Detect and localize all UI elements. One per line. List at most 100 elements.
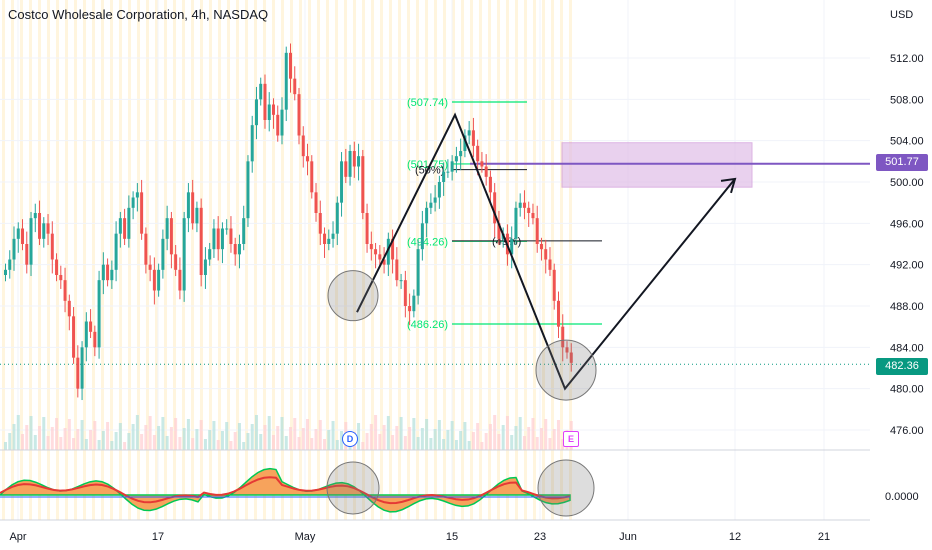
candle-body <box>267 104 271 120</box>
volume-bar <box>335 440 339 450</box>
candle-body <box>101 264 105 281</box>
target-zone <box>561 142 753 188</box>
volume-bar <box>527 427 531 450</box>
price-tick-label: 508.00 <box>890 94 924 106</box>
candle-body <box>437 182 441 198</box>
volume-bar <box>331 421 335 450</box>
candle-body <box>327 238 331 244</box>
candle-body <box>225 228 229 230</box>
volume-bar <box>21 434 25 450</box>
candle-body <box>97 280 101 348</box>
volume-bar <box>8 433 12 450</box>
session-stripe <box>335 0 338 520</box>
candle-body <box>488 176 492 193</box>
candle-body <box>208 249 212 260</box>
session-stripe <box>551 0 554 520</box>
candle-body <box>420 223 424 250</box>
chart-title: Costco Wholesale Corporation, 4h, NASDAQ <box>8 7 269 22</box>
session-stripe <box>281 0 284 520</box>
volume-bar <box>182 428 186 450</box>
session-stripe <box>218 0 221 520</box>
candle-body <box>416 249 420 296</box>
candle-body <box>135 192 139 198</box>
harmonic-pattern <box>327 112 737 401</box>
volume-bar <box>510 435 514 450</box>
price-tick-label: 512.00 <box>890 53 924 65</box>
candle-body <box>63 280 67 301</box>
candle-body <box>531 213 535 219</box>
session-stripe <box>74 0 77 520</box>
volume-bar <box>442 439 446 450</box>
volume-bar <box>361 442 365 450</box>
session-stripe <box>407 0 410 520</box>
candle-body <box>352 151 356 167</box>
volume-bar <box>484 433 488 450</box>
volume-bar <box>454 440 458 450</box>
candle-body <box>552 269 556 301</box>
candle-body <box>289 52 292 79</box>
fib-level-label: (486.26) <box>407 319 448 331</box>
volume-bar <box>220 431 224 450</box>
session-stripe <box>443 0 446 520</box>
volume-bar <box>127 433 131 450</box>
volume-bar <box>157 426 161 450</box>
volume-bar <box>237 423 241 450</box>
indicator-circle <box>326 461 380 515</box>
target-zone-layer <box>0 142 870 365</box>
candle-body <box>412 295 416 312</box>
volume-bar <box>391 435 395 450</box>
candle-body <box>539 244 543 250</box>
earnings-event-icon[interactable]: E <box>563 431 579 447</box>
volume-bar <box>429 438 433 450</box>
candle-body <box>144 233 148 265</box>
volume-bar <box>374 415 378 450</box>
price-tick-label: 476.00 <box>890 425 924 437</box>
candle-body <box>335 202 339 234</box>
volume-bar <box>152 435 156 450</box>
currency-label[interactable]: USD <box>890 9 914 21</box>
volume-bar <box>514 426 518 450</box>
time-tick-label: 21 <box>818 531 830 543</box>
candle-body <box>348 151 352 177</box>
session-stripe <box>137 0 140 520</box>
candle-body <box>293 78 297 95</box>
session-stripe <box>488 0 491 520</box>
volume-bar <box>306 419 310 450</box>
candle-body <box>8 259 12 270</box>
session-stripe <box>497 0 500 520</box>
target-price-tag: 501.77 <box>876 154 928 171</box>
time-tick-label: 17 <box>152 531 164 543</box>
candle-body <box>527 207 531 213</box>
candle-body <box>459 151 463 157</box>
volume-bar <box>97 440 101 450</box>
candle-body <box>467 130 471 136</box>
volume-bar <box>12 424 16 450</box>
volume-bar <box>203 439 207 450</box>
candle-body <box>148 264 152 270</box>
candle-body <box>169 218 173 255</box>
volume-bar <box>301 428 305 450</box>
session-stripe <box>371 0 374 520</box>
candle-body <box>271 104 275 115</box>
candle-body <box>544 249 548 260</box>
volume-bar <box>297 437 301 450</box>
candle-body <box>484 166 488 177</box>
candle-body <box>323 233 327 244</box>
candle-body <box>76 357 80 389</box>
candle-body <box>237 244 241 255</box>
volume-bars <box>4 415 573 450</box>
session-stripe <box>470 0 473 520</box>
volume-bar <box>148 416 152 450</box>
volume-bar <box>199 420 203 450</box>
candle-body <box>314 192 318 213</box>
candle-body <box>378 254 382 260</box>
candle-body <box>433 197 437 203</box>
session-stripe <box>146 0 149 520</box>
candlesticks <box>4 43 573 401</box>
time-tick-label: Jun <box>619 531 637 543</box>
volume-bar <box>318 420 322 450</box>
dividend-event-icon[interactable]: D <box>342 431 358 447</box>
candle-body <box>38 213 42 239</box>
volume-bar <box>25 425 29 450</box>
